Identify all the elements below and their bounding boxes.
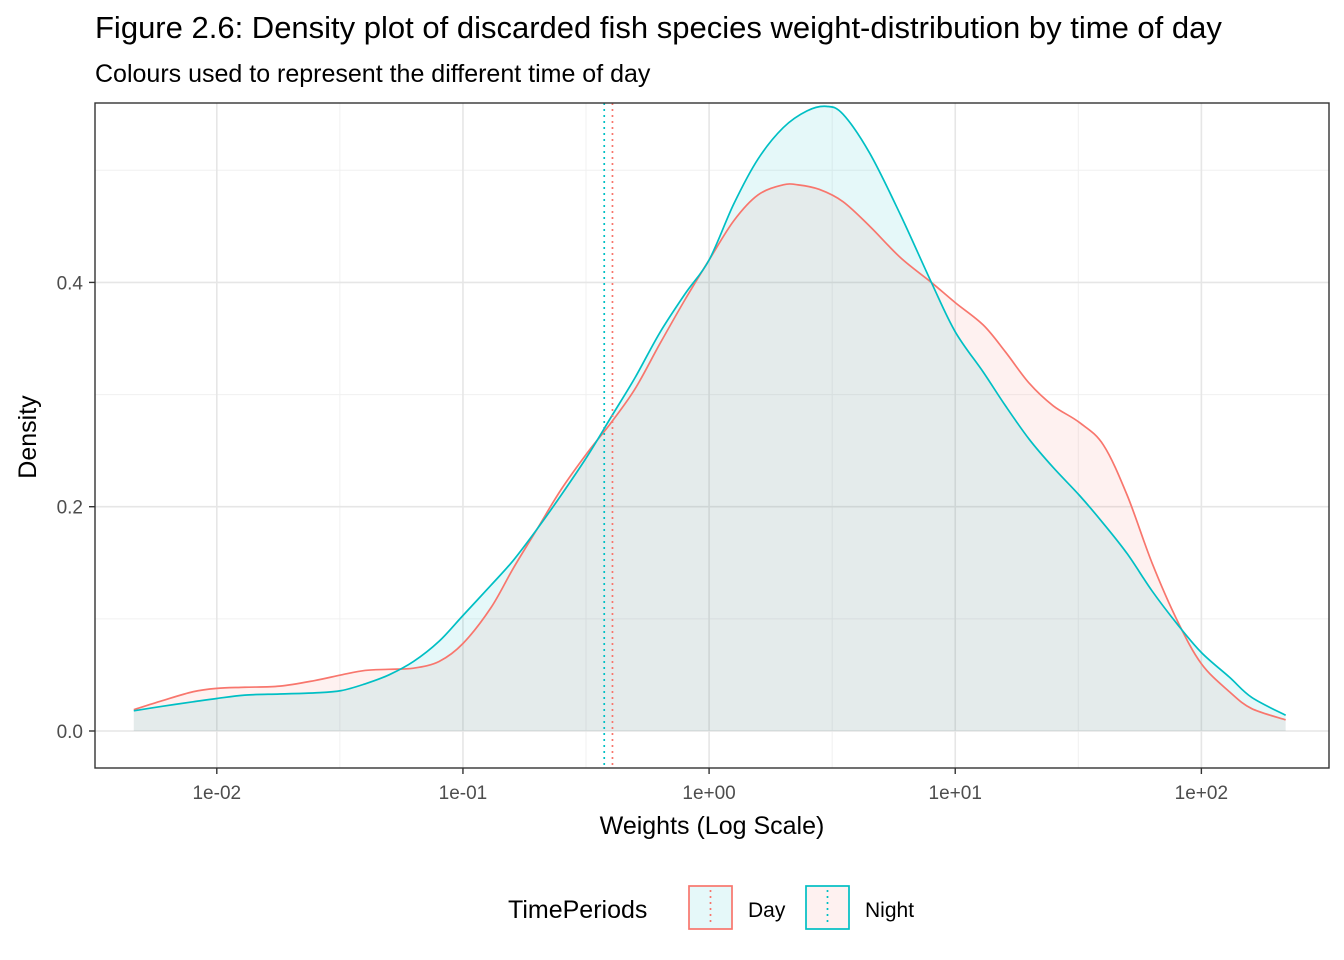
x-tick-label: 1e+00 [682,783,735,804]
legend-label-night: Night [865,899,914,922]
x-axis: 1e-02 1e-01 1e+00 1e+01 1e+02 [192,768,1228,804]
legend-key-day [688,885,733,930]
y-tick-label: 0.2 [57,498,83,519]
y-tick-label: 0.4 [57,273,84,294]
density-line-night [133,105,1287,717]
grid-minor [95,103,1329,768]
series-layer [133,105,1287,731]
x-tick-label: 1e-02 [192,783,241,804]
x-tick-label: 1e-01 [439,783,488,804]
x-tick-label: 1e+01 [929,783,982,804]
plot-panel [95,103,1329,768]
density-area-day [133,183,1286,731]
x-axis-title: Weights (Log Scale) [600,812,825,840]
y-axis: 0.0 0.2 0.4 [57,273,95,743]
legend-title: TimePeriods [508,896,647,924]
density-area-night [133,106,1286,731]
density-line-day [133,183,1286,721]
chart-title: Figure 2.6: Density plot of discarded fi… [95,10,1222,45]
grid-major [95,103,1329,768]
y-tick-label: 0.0 [57,722,83,743]
x-tick-label: 1e+02 [1175,783,1228,804]
legend-key-night [805,885,850,930]
y-axis-title: Density [14,395,42,479]
legend-label-day: Day [748,899,786,922]
legend: TimePeriods Day Night [508,885,914,930]
chart-subtitle: Colours used to represent the different … [95,60,651,88]
plot-border [94,102,1330,769]
